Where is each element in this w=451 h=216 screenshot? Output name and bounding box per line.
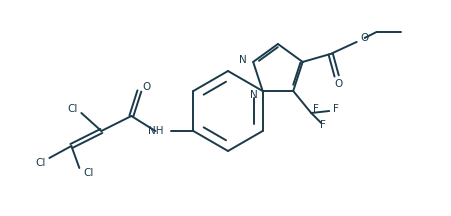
Text: NH: NH <box>147 126 163 136</box>
Text: Cl: Cl <box>67 104 78 114</box>
Text: N: N <box>239 55 247 65</box>
Text: Cl: Cl <box>83 168 93 178</box>
Text: F: F <box>313 104 318 114</box>
Text: O: O <box>360 33 368 43</box>
Text: O: O <box>142 82 150 92</box>
Text: F: F <box>332 104 338 114</box>
Text: Cl: Cl <box>35 158 46 168</box>
Text: O: O <box>334 79 342 89</box>
Text: F: F <box>320 120 326 130</box>
Text: N: N <box>249 90 257 100</box>
